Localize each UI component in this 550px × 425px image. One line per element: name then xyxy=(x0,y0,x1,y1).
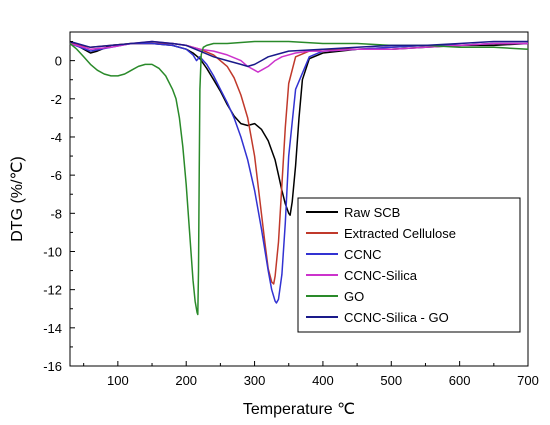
y-tick-label: -16 xyxy=(43,359,62,374)
plot-area-frame xyxy=(69,31,529,367)
x-tick-label: 100 xyxy=(107,373,129,388)
y-tick-label: -6 xyxy=(50,168,62,183)
y-axis-ticks: 0 -2 -4 -6 -8 -10 -12 -14 -16 xyxy=(43,41,75,374)
legend-label: CCNC-Silica xyxy=(344,268,418,283)
y-tick-label: -12 xyxy=(43,283,62,298)
series-line-raw-scb xyxy=(69,40,529,216)
x-axis-ticks: 100 200 300 400 500 600 700 xyxy=(83,361,539,388)
y-axis-title: DTG (%/℃) xyxy=(9,156,26,242)
legend: Raw SCB Extracted Cellulose CCNC CCNC-Silic… xyxy=(297,197,521,333)
y-tick-label: -14 xyxy=(43,321,62,336)
series-layer xyxy=(69,40,529,316)
x-axis-title: Temperature ℃ xyxy=(243,401,355,418)
x-tick-label: 700 xyxy=(517,373,539,388)
series-line-go xyxy=(69,40,529,316)
x-tick-label: 300 xyxy=(244,373,266,388)
x-tick-label: 400 xyxy=(312,373,334,388)
y-tick-label: 0 xyxy=(55,54,62,69)
legend-label: CCNC xyxy=(344,247,382,262)
legend-label: GO xyxy=(344,289,364,304)
x-tick-label: 500 xyxy=(380,373,402,388)
y-tick-label: -4 xyxy=(50,130,62,145)
legend-label: Extracted Cellulose xyxy=(344,226,456,241)
series-line-ccnc-silica-go xyxy=(69,40,528,68)
series-line-ccnc-silica xyxy=(69,40,528,73)
y-tick-label: -2 xyxy=(50,92,62,107)
legend-label: Raw SCB xyxy=(344,205,400,220)
y-tick-label: -8 xyxy=(50,206,62,221)
legend-box xyxy=(297,197,521,333)
legend-label: CCNC-Silica - GO xyxy=(344,310,449,325)
y-tick-label: -10 xyxy=(43,244,62,259)
x-tick-label: 600 xyxy=(449,373,471,388)
x-tick-label: 200 xyxy=(175,373,197,388)
